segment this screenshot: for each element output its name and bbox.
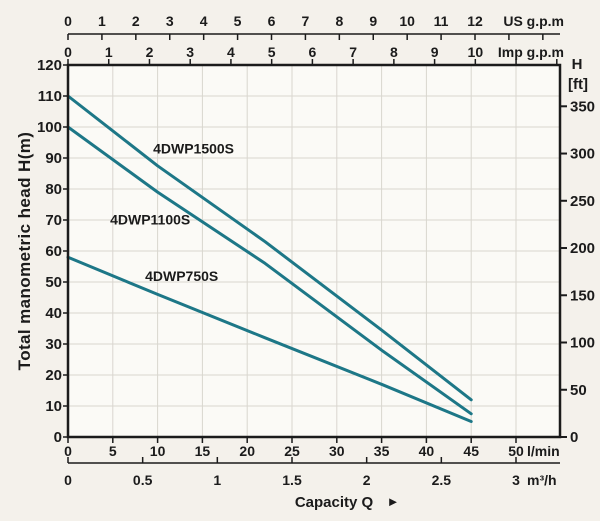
us-gpm-tick-label: 1 <box>98 13 106 29</box>
lmin-tick-label: 45 <box>463 443 479 459</box>
m3h-unit-label: m³/h <box>527 472 557 488</box>
x-axis-m3h: 0 0.5 1 1.5 2 2.5 3 m³/h <box>64 457 560 488</box>
y-left-tick-label: 90 <box>45 150 62 167</box>
curve-4DWP750S <box>66 255 473 423</box>
y-right-tick-label: 350 <box>570 98 595 115</box>
curve-label-4DWP1100S: 4DWP1100S <box>110 212 190 228</box>
pump-curves: 4DWP1500S 4DWP1100S 4DWP750S <box>66 94 473 423</box>
imp-gpm-tick-label: 3 <box>186 44 194 60</box>
us-gpm-tick-label: 5 <box>234 13 242 29</box>
y-right-tick-label: 50 <box>570 382 587 399</box>
y-right-tick-label: 250 <box>570 193 595 210</box>
y-axis-left: 0 10 20 30 40 50 60 70 80 90 100 110 120 Total manome… <box>15 57 68 446</box>
imp-gpm-tick-label: 5 <box>268 44 276 60</box>
curve-label-4DWP750S: 4DWP750S <box>145 268 218 284</box>
imp-gpm-tick-label: 8 <box>390 44 398 60</box>
us-gpm-tick-label: 6 <box>268 13 276 29</box>
curve-4DWP1500S <box>66 94 473 402</box>
y-axis-right-title-ft: [ft] <box>568 76 588 93</box>
lmin-tick-label: 5 <box>109 443 117 459</box>
us-gpm-tick-label: 2 <box>132 13 140 29</box>
y-left-tick-label: 50 <box>45 274 62 291</box>
curve-label-4DWP1500S: 4DWP1500S <box>153 140 234 156</box>
y-left-tick-label: 10 <box>45 398 62 415</box>
lmin-tick-label: 0 <box>64 443 72 459</box>
lmin-unit-label: l/min <box>527 443 560 459</box>
y-left-tick-label: 120 <box>37 57 62 74</box>
y-left-tick-label: 100 <box>37 119 62 136</box>
imp-gpm-unit-label: Imp g.p.m <box>498 44 564 60</box>
imp-gpm-tick-label: 10 <box>468 44 484 60</box>
us-gpm-tick-label: 0 <box>64 13 72 29</box>
us-gpm-unit-label: US g.p.m <box>503 13 564 29</box>
y-left-tick-label: 70 <box>45 212 62 229</box>
lmin-tick-label: 40 <box>419 443 435 459</box>
y-left-tick-label: 30 <box>45 336 62 353</box>
x-axis-title: Capacity Q ► <box>295 494 400 511</box>
capacity-arrow-icon: ► <box>387 494 400 509</box>
imp-gpm-tick-label: 2 <box>146 44 154 60</box>
us-gpm-tick-label: 7 <box>302 13 310 29</box>
us-gpm-tick-label: 4 <box>200 13 208 29</box>
us-gpm-tick-label: 9 <box>369 13 377 29</box>
m3h-tick-label: 2.5 <box>432 472 452 488</box>
lmin-tick-label: 35 <box>374 443 390 459</box>
lmin-tick-label: 20 <box>239 443 255 459</box>
m3h-tick-label: 3 <box>512 472 520 488</box>
y-right-tick-label: 0 <box>570 429 578 446</box>
imp-gpm-tick-label: 0 <box>64 44 72 60</box>
imp-gpm-tick-label: 6 <box>308 44 316 60</box>
lmin-tick-label: 25 <box>284 443 300 459</box>
imp-gpm-tick-label: 9 <box>431 44 439 60</box>
y-left-tick-label: 110 <box>38 88 62 105</box>
y-left-tick-label: 60 <box>45 243 62 260</box>
y-axis-right: 0 50 100 150 200 250 300 350 H [ft] <box>560 56 595 446</box>
lmin-tick-label: 10 <box>150 443 166 459</box>
m3h-tick-label: 2 <box>363 472 371 488</box>
y-right-tick-label: 100 <box>570 335 595 352</box>
y-right-tick-label: 150 <box>570 287 595 304</box>
us-gpm-tick-label: 11 <box>434 13 449 29</box>
us-gpm-tick-label: 3 <box>166 13 174 29</box>
curve-4DWP1100S <box>66 125 473 416</box>
imp-gpm-tick-label: 7 <box>349 44 357 60</box>
y-left-tick-label: 80 <box>45 181 62 198</box>
y-axis-right-title-h: H <box>572 56 583 73</box>
x-axis-us-gpm: 0 1 2 3 4 5 6 7 8 9 10 11 12 US g.p.m <box>64 13 564 40</box>
m3h-tick-label: 0.5 <box>133 472 153 488</box>
m3h-tick-label: 1 <box>213 472 221 488</box>
lmin-tick-label: 15 <box>195 443 211 459</box>
x-axis-imp-gpm: 0 1 2 3 4 5 6 7 8 9 10 Imp g.p.m <box>64 44 564 65</box>
m3h-tick-label: 1.5 <box>282 472 302 488</box>
m3h-tick-label: 0 <box>64 472 72 488</box>
us-gpm-tick-label: 8 <box>335 13 343 29</box>
lmin-tick-label: 30 <box>329 443 345 459</box>
capacity-q-label: Capacity Q <box>295 494 374 511</box>
y-axis-left-title: Total manometric head H(m) <box>15 132 34 371</box>
y-right-tick-label: 300 <box>570 146 595 163</box>
y-left-tick-label: 0 <box>54 429 62 446</box>
imp-gpm-tick-label: 4 <box>227 44 235 60</box>
y-right-tick-label: 200 <box>570 240 595 257</box>
y-left-tick-label: 40 <box>45 305 62 322</box>
imp-gpm-tick-label: 1 <box>105 44 113 60</box>
x-axis-lmin: 0 5 10 15 20 25 30 35 40 45 50 l/min <box>64 437 560 459</box>
lmin-tick-label: 50 <box>508 443 524 459</box>
gridlines <box>68 65 560 437</box>
us-gpm-tick-label: 10 <box>399 13 415 29</box>
us-gpm-tick-label: 12 <box>467 13 483 29</box>
y-left-tick-label: 20 <box>45 367 62 384</box>
